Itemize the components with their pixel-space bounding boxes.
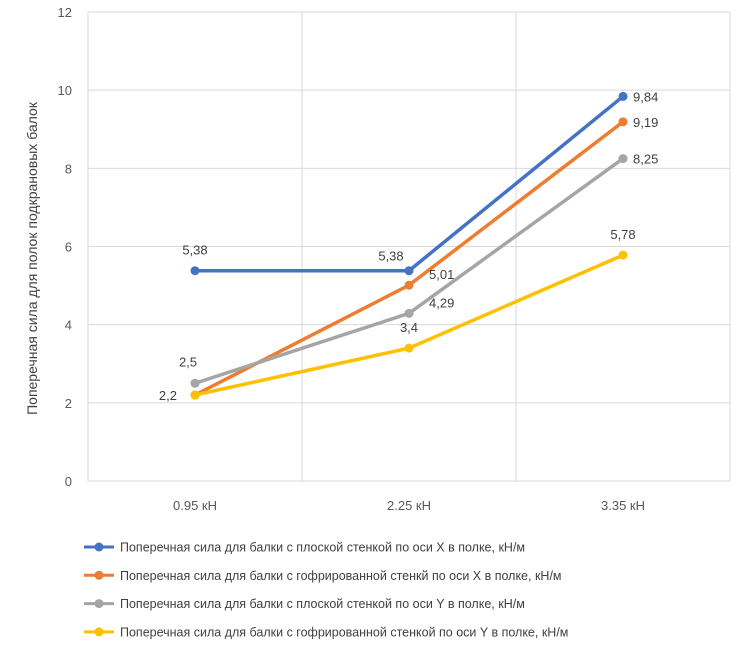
data-label: 5,38: [378, 249, 403, 264]
x-tick-label: 3.35 кН: [601, 498, 645, 513]
series-layer: [190, 91, 628, 400]
data-label: 9,19: [633, 115, 658, 130]
legend-marker: [94, 542, 104, 552]
data-point: [190, 390, 200, 400]
data-label: 4,29: [429, 295, 454, 310]
data-point: [190, 378, 200, 388]
y-tick-label: 0: [65, 474, 72, 489]
legend-label: Поперечная сила для балки с гофрированно…: [120, 569, 562, 583]
data-label: 5,01: [429, 267, 454, 282]
y-axis-title: Поперечная сила для полок подкрановых ба…: [24, 101, 40, 415]
data-label: 5,38: [182, 243, 207, 258]
axes: 0 2 4 6 8 10 12 0.95 кН 2.25 кН 3.35 кН Поперечная…: [24, 5, 645, 513]
legend: Поперечная сила для балки с плоской стен…: [84, 541, 568, 639]
y-tick-label: 6: [65, 240, 72, 255]
legend-marker: [94, 627, 104, 637]
data-point: [404, 308, 414, 318]
series-line: [193, 120, 625, 397]
y-tick-label: 2: [65, 396, 72, 411]
data-label: 8,25: [633, 152, 658, 167]
data-point: [618, 91, 628, 101]
y-tick-label: 4: [65, 318, 72, 333]
legend-label: Поперечная сила для балки с плоской стен…: [120, 541, 525, 555]
y-tick-label: 12: [58, 5, 72, 20]
legend-marker: [94, 599, 104, 609]
legend-label: Поперечная сила для балки с гофрированно…: [120, 625, 568, 639]
data-point: [190, 266, 200, 276]
data-label: 5,78: [610, 227, 635, 242]
data-point: [618, 154, 628, 164]
legend-marker: [94, 570, 104, 580]
gridlines: [87, 11, 731, 482]
data-label: 9,84: [633, 89, 658, 104]
y-tick-label: 8: [65, 161, 72, 176]
y-tick-label: 10: [58, 83, 72, 98]
data-point: [618, 117, 628, 127]
x-tick-label: 0.95 кН: [173, 498, 217, 513]
series-line: [193, 94, 625, 273]
data-point: [404, 343, 414, 353]
data-point: [404, 280, 414, 290]
x-tick-label: 2.25 кН: [387, 498, 431, 513]
data-point: [404, 266, 414, 276]
data-label: 2,5: [179, 354, 197, 369]
data-label: 3,4: [400, 320, 418, 335]
data-label: 2,2: [159, 388, 177, 403]
legend-label: Поперечная сила для балки с плоской стен…: [120, 597, 525, 611]
data-labels: 5,38 5,38 9,84 2,2 5,01 9,19 2,5 4,29 8,25 3,4 5,7…: [159, 89, 658, 403]
data-point: [618, 250, 628, 260]
